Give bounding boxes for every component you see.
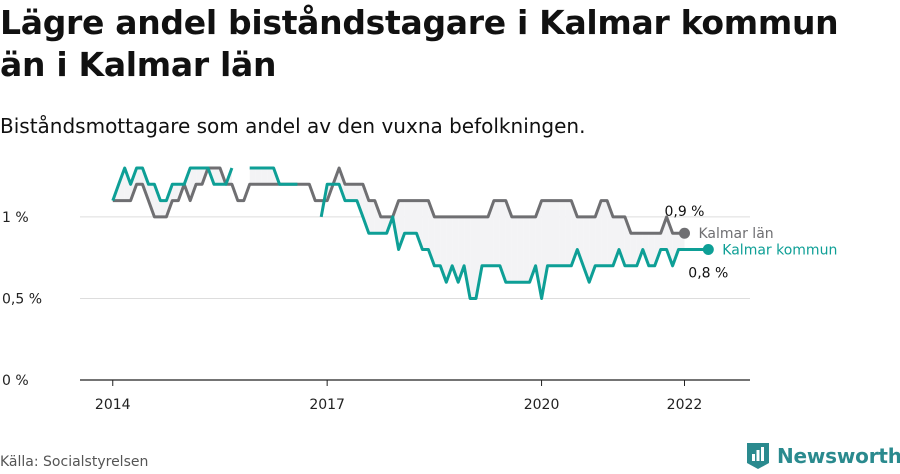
gap-shading-segment — [470, 216, 476, 299]
gap-shading-segment — [541, 200, 548, 299]
gap-shading-segment — [493, 200, 500, 266]
gap-shading-segment — [499, 200, 506, 283]
brand-logo-group[interactable]: Newsworthy — [745, 440, 900, 472]
gap-shading-segment — [345, 184, 351, 201]
gap-shading-segment — [214, 168, 220, 185]
gap-shading-segment — [249, 168, 256, 185]
end-marker-kalmar-kommun — [702, 244, 714, 256]
gap-shading-segment — [559, 200, 566, 266]
series-end-value-label: 0,9 % — [664, 204, 704, 220]
series-line-kalmar-kommun — [111, 166, 709, 300]
gap-shading-segment — [523, 216, 530, 283]
gap-shading-segment — [410, 200, 417, 234]
gap-shading-segment — [601, 200, 608, 266]
gap-shading-segment — [505, 200, 512, 283]
gap-shading-segment — [172, 184, 179, 201]
x-tick-label: 2017 — [309, 397, 345, 413]
gap-shading-segment — [422, 200, 429, 250]
series-end-markers: Kalmar län 0,9 % Kalmar kommun 0,8 % — [664, 204, 837, 281]
series-end-value-label: 0,8 % — [688, 266, 728, 282]
gap-shading-segment — [565, 200, 572, 266]
end-marker-kalmar-län — [678, 227, 690, 239]
gap-shading-segment — [261, 168, 268, 185]
gap-shading-segment — [547, 200, 554, 266]
gap-shading-segment — [196, 168, 203, 185]
y-tick-label: 0 % — [2, 373, 29, 389]
gap-shading-segment — [255, 168, 262, 185]
x-axis-labels: 2014 2017 2020 2022 — [95, 380, 702, 413]
gap-shading-segment — [482, 216, 488, 266]
gap-shading-segment — [380, 216, 387, 234]
series-lines — [111, 166, 709, 300]
gap-shading-segment — [368, 200, 375, 234]
gap-shading-segment — [267, 168, 274, 185]
x-tick-label: 2014 — [95, 397, 131, 413]
gap-shading-segment — [619, 216, 625, 266]
series-name-label: Kalmar län — [698, 226, 773, 242]
gap-shading-segment — [464, 216, 471, 299]
y-axis-labels: 0 % 0,5 % 1 % — [2, 210, 42, 389]
x-tick-label: 2020 — [524, 397, 560, 413]
source-note: Källa: Socialstyrelsen — [0, 454, 149, 470]
y-tick-label: 1 % — [2, 210, 29, 226]
gap-shading-segment — [136, 168, 143, 185]
gap-shading-segment — [511, 216, 518, 283]
gap-shading-segment — [517, 216, 524, 283]
series-name-label: Kalmar kommun — [722, 243, 837, 259]
newsworthy-logo-icon — [747, 443, 769, 469]
gap-shading-segment — [476, 216, 482, 299]
gap-shading-segment — [351, 184, 357, 201]
chart-title: Lägre andel biståndstagare i Kalmar komm… — [0, 3, 839, 84]
gap-shading-segment — [648, 233, 655, 266]
gap-shading-segment — [160, 200, 167, 217]
y-tick-label: 0,5 % — [2, 291, 42, 307]
gap-shading — [112, 168, 685, 299]
gap-shading-segment — [630, 233, 637, 266]
gap-shading-segment — [535, 200, 542, 299]
gap-shading-segment — [553, 200, 560, 266]
chart-subtitle: Biståndsmottagare som andel av den vuxna… — [0, 114, 586, 138]
gap-shading-segment — [404, 200, 411, 234]
brand-name: Newsworthy — [777, 444, 900, 468]
gap-shading-segment — [434, 216, 441, 266]
x-tick-label: 2022 — [667, 397, 703, 413]
